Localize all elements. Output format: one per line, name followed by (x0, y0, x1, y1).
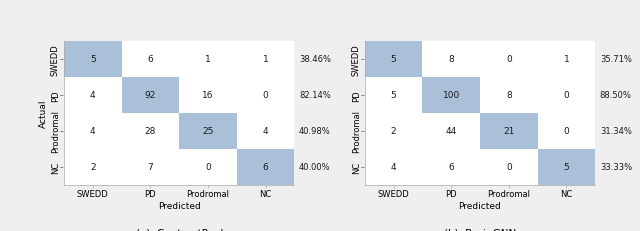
Text: 25: 25 (202, 127, 214, 136)
Text: 6: 6 (449, 162, 454, 171)
Bar (64, 149, 122, 185)
Text: (b)  BrainGNN: (b) BrainGNN (444, 228, 516, 231)
Text: 0: 0 (506, 55, 511, 64)
Text: 100: 100 (443, 91, 460, 100)
Text: -: - (361, 162, 364, 171)
Bar (538, 42, 595, 77)
Text: 0: 0 (564, 91, 569, 100)
Text: 8: 8 (506, 91, 511, 100)
Text: 2: 2 (391, 127, 396, 136)
Text: 1: 1 (564, 55, 569, 64)
Text: 1: 1 (205, 55, 211, 64)
Text: -: - (361, 127, 364, 136)
Text: 5: 5 (564, 162, 569, 171)
Bar (480, 42, 538, 77)
Bar (422, 42, 480, 77)
Bar (480, 77, 538, 113)
Text: 8: 8 (449, 55, 454, 64)
Text: 6: 6 (148, 55, 153, 64)
Bar (365, 77, 422, 113)
Bar (179, 149, 237, 185)
Text: 1: 1 (263, 55, 268, 64)
Text: -: - (361, 55, 364, 64)
Text: 2: 2 (90, 162, 95, 171)
Text: 0: 0 (263, 91, 268, 100)
Text: 44: 44 (445, 127, 457, 136)
Text: -: - (361, 91, 364, 100)
Text: 82.14%: 82.14% (299, 91, 331, 100)
Text: (a)  ContrastPool: (a) ContrastPool (136, 228, 223, 231)
Text: -: - (60, 91, 63, 100)
Bar (538, 113, 595, 149)
Text: -: - (60, 127, 63, 136)
Bar (179, 42, 237, 77)
Bar (122, 42, 179, 77)
Text: 0: 0 (205, 162, 211, 171)
Text: 7: 7 (148, 162, 153, 171)
Bar (365, 149, 422, 185)
Text: 16: 16 (202, 91, 214, 100)
Text: 35.71%: 35.71% (600, 55, 632, 64)
Text: 21: 21 (503, 127, 515, 136)
Text: -: - (60, 162, 63, 171)
Bar (122, 149, 179, 185)
Text: 0: 0 (506, 162, 511, 171)
Text: -: - (60, 55, 63, 64)
Text: 4: 4 (90, 91, 95, 100)
Text: 88.50%: 88.50% (600, 91, 632, 100)
Bar (422, 149, 480, 185)
Y-axis label: Actual: Actual (39, 99, 48, 127)
Bar (122, 77, 179, 113)
Text: 33.33%: 33.33% (600, 162, 632, 171)
Text: 28: 28 (145, 127, 156, 136)
Bar (122, 113, 179, 149)
Bar (538, 149, 595, 185)
Bar (64, 42, 122, 77)
Bar (538, 77, 595, 113)
Text: 4: 4 (391, 162, 396, 171)
Bar (480, 149, 538, 185)
Text: 5: 5 (90, 55, 95, 64)
Bar (237, 77, 294, 113)
Text: 4: 4 (90, 127, 95, 136)
Text: 4: 4 (263, 127, 268, 136)
Text: 5: 5 (391, 55, 396, 64)
Text: 6: 6 (263, 162, 268, 171)
Bar (64, 77, 122, 113)
Text: 40.98%: 40.98% (299, 127, 331, 136)
Bar (422, 77, 480, 113)
Bar (237, 42, 294, 77)
Text: 31.34%: 31.34% (600, 127, 632, 136)
Bar (237, 113, 294, 149)
Bar (422, 113, 480, 149)
Bar (179, 77, 237, 113)
Text: 92: 92 (145, 91, 156, 100)
Text: 5: 5 (391, 91, 396, 100)
Bar (365, 42, 422, 77)
Bar (237, 149, 294, 185)
Text: 38.46%: 38.46% (299, 55, 331, 64)
X-axis label: Predicted: Predicted (459, 201, 501, 210)
Bar (365, 113, 422, 149)
Text: 0: 0 (564, 127, 569, 136)
Bar (480, 113, 538, 149)
Bar (179, 113, 237, 149)
Bar (64, 113, 122, 149)
X-axis label: Predicted: Predicted (158, 201, 200, 210)
Text: 40.00%: 40.00% (299, 162, 331, 171)
